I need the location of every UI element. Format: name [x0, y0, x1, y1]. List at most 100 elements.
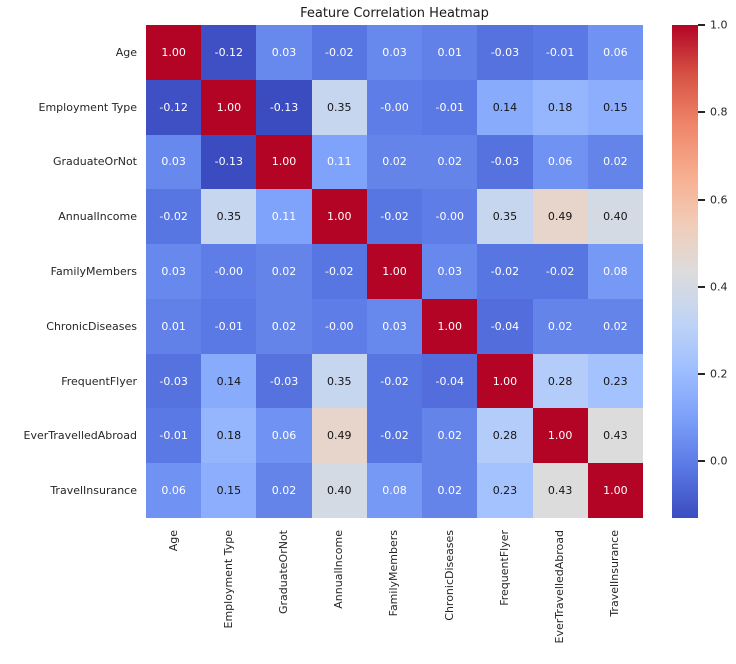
heatmap-cell: 0.02 — [422, 408, 478, 464]
heatmap-cell: 0.18 — [532, 79, 588, 135]
heatmap-cell: -0.03 — [256, 353, 312, 409]
heatmap-cell: -0.02 — [477, 244, 533, 299]
heatmap-cell: -0.13 — [201, 134, 257, 190]
x-tick-column: FamilyMembers — [367, 530, 422, 660]
colorbar-tick-label: 1.0 — [710, 18, 728, 32]
y-tick-label: GraduateOrNot — [52, 155, 137, 169]
colorbar-tick-mark — [698, 460, 705, 463]
y-tick-label: ChronicDiseases — [46, 319, 137, 333]
x-tick-label: GraduateOrNot — [277, 530, 290, 615]
colorbar-tick-mark — [698, 111, 705, 114]
heatmap-cell: 0.15 — [587, 79, 643, 135]
colorbar-tick-mark — [698, 373, 705, 376]
colorbar-tick-label: 0.2 — [710, 367, 728, 381]
heatmap-cell: -0.12 — [146, 79, 202, 135]
heatmap-cell: -0.03 — [146, 353, 202, 409]
x-tick-column: Age — [146, 530, 201, 660]
heatmap-cell: 0.03 — [146, 134, 202, 190]
heatmap-cell: 0.03 — [256, 25, 312, 80]
heatmap-cell: 1.00 — [422, 298, 478, 354]
colorbar-tick-label: 0.4 — [710, 280, 728, 294]
heatmap-cell: -0.04 — [477, 298, 533, 354]
heatmap-cell: 0.43 — [587, 408, 643, 464]
x-tick-column: TravelInsurance — [588, 530, 643, 660]
heatmap-cell: 0.01 — [422, 25, 478, 80]
heatmap-cell: -0.02 — [532, 244, 588, 299]
y-axis-tick-labels: Age Employment Type GraduateOrNot AnnualInc… — [0, 25, 138, 518]
x-tick-column: GraduateOrNot — [256, 530, 311, 660]
heatmap-cell: 0.02 — [256, 298, 312, 354]
heatmap-cell: 0.02 — [256, 463, 312, 518]
heatmap-cell: -0.00 — [311, 298, 367, 354]
x-tick-column: ChronicDiseases — [422, 530, 477, 660]
heatmap-cell: 0.18 — [201, 408, 257, 464]
heatmap-cell: -0.01 — [201, 298, 257, 354]
colorbar-tick-mark — [698, 24, 705, 26]
y-tick-label: TravelInsurance — [50, 484, 137, 498]
heatmap-cell: -0.02 — [311, 244, 367, 299]
y-tick-label: AnnualIncome — [58, 210, 137, 224]
heatmap-cell: 0.23 — [587, 353, 643, 409]
heatmap-cell: 0.35 — [201, 189, 257, 245]
heatmap-cell: 0.02 — [532, 298, 588, 354]
heatmap-cell: -0.01 — [422, 79, 478, 135]
x-tick-label: FrequentFlyer — [497, 530, 511, 606]
y-tick-label: EverTravelledAbroad — [23, 429, 138, 443]
colorbar — [672, 25, 698, 518]
heatmap-cell: 0.06 — [532, 134, 588, 190]
heatmap-cell: 0.02 — [587, 298, 643, 354]
colorbar-tick-mark — [698, 198, 705, 201]
heatmap-cell: 0.35 — [311, 353, 367, 409]
x-axis-tick-labels: Age Employment Type GraduateOrNot AnnualInc… — [146, 530, 643, 660]
x-tick-label: TravelInsurance — [608, 530, 622, 617]
y-tick-label: Employment Type — [38, 100, 137, 114]
heatmap-cell: -0.03 — [477, 134, 533, 190]
colorbar-tick-label: 0.8 — [710, 105, 728, 119]
heatmap-cell: -0.00 — [422, 189, 478, 245]
heatmap-cell: 0.02 — [366, 134, 423, 190]
heatmap-cell: 0.49 — [311, 408, 367, 464]
heatmap-cell: 1.00 — [256, 134, 312, 190]
x-tick-label: Age — [166, 530, 180, 552]
heatmap-cell: 0.02 — [256, 244, 312, 299]
heatmap-cell: 0.28 — [477, 408, 533, 464]
heatmap-cell: 1.00 — [146, 25, 202, 80]
heatmap-cell: 0.02 — [422, 463, 478, 518]
heatmap-cell: 1.00 — [311, 189, 367, 245]
heatmap-cell: 0.06 — [256, 408, 312, 464]
x-tick-column: FrequentFlyer — [477, 530, 532, 660]
heatmap-cell: -0.04 — [422, 353, 478, 409]
heatmap-cell: 0.03 — [366, 25, 423, 80]
heatmap-cell: 1.00 — [477, 353, 533, 409]
x-tick-column: AnnualIncome — [312, 530, 367, 660]
heatmap-cell: -0.01 — [146, 408, 202, 464]
heatmap-cell: 0.35 — [311, 79, 367, 135]
heatmap-cell: -0.02 — [366, 408, 423, 464]
x-tick-label: EverTravelledAbroad — [553, 530, 567, 644]
heatmap-cell: 1.00 — [366, 244, 423, 299]
heatmap-cell: 0.08 — [366, 463, 423, 518]
heatmap-cell: 0.06 — [146, 463, 202, 518]
heatmap-cell: -0.13 — [256, 79, 312, 135]
heatmap-cell: 1.00 — [587, 463, 643, 518]
heatmap-cell: 0.11 — [311, 134, 367, 190]
heatmap-cell: 0.08 — [587, 244, 643, 299]
heatmap-cell: 0.06 — [587, 25, 643, 80]
heatmap-cell: 0.11 — [256, 189, 312, 245]
y-tick-label: FrequentFlyer — [61, 374, 137, 388]
colorbar-tick-label: 0.0 — [710, 454, 728, 468]
heatmap-cell: 0.49 — [532, 189, 588, 245]
heatmap-cell: 0.40 — [587, 189, 643, 245]
heatmap-cell: 0.28 — [532, 353, 588, 409]
y-tick-label: FamilyMembers — [50, 265, 137, 279]
colorbar-tick-mark — [698, 285, 705, 288]
heatmap-cell: -0.03 — [477, 25, 533, 80]
y-tick-label: Age — [115, 45, 137, 59]
x-tick-label: ChronicDiseases — [442, 530, 456, 621]
heatmap-cell: 0.15 — [201, 463, 257, 518]
heatmap-grid: 1.00 -0.12 0.03 -0.02 0.03 0.01 -0.03 -0.01 0.06… — [146, 25, 643, 518]
heatmap-cell: 1.00 — [532, 408, 588, 464]
heatmap-cell: -0.02 — [366, 353, 423, 409]
x-tick-label: FamilyMembers — [387, 530, 401, 617]
